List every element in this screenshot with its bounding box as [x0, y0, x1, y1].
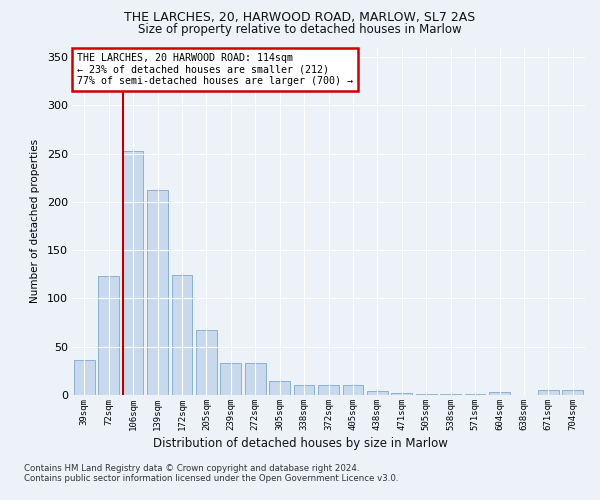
Bar — [464, 394, 485, 395]
Text: Size of property relative to detached houses in Marlow: Size of property relative to detached ho… — [138, 22, 462, 36]
Bar — [367, 391, 388, 395]
Bar — [489, 392, 510, 395]
Bar — [343, 386, 364, 395]
Bar — [220, 363, 241, 395]
Bar — [318, 386, 339, 395]
Bar — [269, 380, 290, 395]
Y-axis label: Number of detached properties: Number of detached properties — [30, 139, 40, 304]
Bar — [538, 390, 559, 395]
Bar — [74, 360, 95, 395]
Text: Distribution of detached houses by size in Marlow: Distribution of detached houses by size … — [152, 438, 448, 450]
Text: THE LARCHES, 20, HARWOOD ROAD, MARLOW, SL7 2AS: THE LARCHES, 20, HARWOOD ROAD, MARLOW, S… — [124, 11, 476, 24]
Bar — [147, 190, 168, 395]
Bar — [391, 393, 412, 395]
Bar — [172, 276, 193, 395]
Bar — [98, 276, 119, 395]
Bar — [245, 363, 266, 395]
Bar — [293, 386, 314, 395]
Bar — [562, 390, 583, 395]
Bar — [440, 394, 461, 395]
Bar — [122, 151, 143, 395]
Text: THE LARCHES, 20 HARWOOD ROAD: 114sqm
← 23% of detached houses are smaller (212)
: THE LARCHES, 20 HARWOOD ROAD: 114sqm ← 2… — [77, 52, 353, 86]
Text: Contains HM Land Registry data © Crown copyright and database right 2024.
Contai: Contains HM Land Registry data © Crown c… — [24, 464, 398, 483]
Bar — [196, 330, 217, 395]
Bar — [416, 394, 437, 395]
